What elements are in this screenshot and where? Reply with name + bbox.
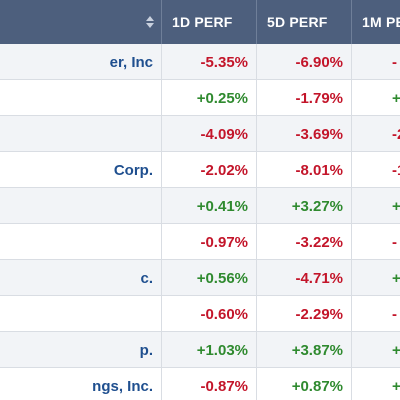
- company-name-link[interactable]: ngs, Inc.: [0, 368, 162, 400]
- perf-1m-cell: +1: [392, 341, 400, 359]
- company-name-text: Corp.: [113, 161, 153, 179]
- perf-5d-cell: -3.69%: [257, 116, 352, 152]
- table-row[interactable]: -0.60% -2.29% -: [0, 296, 400, 332]
- perf-1m-cell: +1: [392, 197, 400, 215]
- perf-1d-cell: -2.02%: [162, 152, 257, 188]
- perf-1m-cell: -2: [392, 125, 400, 143]
- header-1d-label: 1D PERF: [172, 14, 233, 30]
- perf-5d-cell: +0.87%: [257, 368, 352, 400]
- perf-1d-cell: +0.56%: [162, 260, 257, 296]
- company-name-link[interactable]: er, Inc: [0, 44, 162, 80]
- perf-5d-cell: -3.22%: [257, 224, 352, 260]
- header-1m-perf[interactable]: 1M PERF: [352, 0, 400, 44]
- company-name-link: [0, 224, 162, 260]
- perf-5d-cell: -6.90%: [257, 44, 352, 80]
- header-1m-label: 1M PERF: [362, 14, 400, 30]
- company-name-link: [0, 296, 162, 332]
- perf-5d-cell: -2.29%: [257, 296, 352, 332]
- header-5d-label: 5D PERF: [267, 14, 328, 30]
- company-name-link: [0, 80, 162, 116]
- company-name-text: c.: [140, 269, 153, 287]
- table-row[interactable]: p. +1.03%+3.87% +1: [0, 332, 400, 368]
- perf-1m-cell: -: [392, 53, 397, 71]
- perf-1d-cell: -0.97%: [162, 224, 257, 260]
- table-header: 1D PERF 5D PERF 1M PERF: [0, 0, 400, 44]
- perf-1d-cell: +0.25%: [162, 80, 257, 116]
- table-row[interactable]: Corp. -2.02%-8.01% -1: [0, 152, 400, 188]
- perf-1d-cell: +1.03%: [162, 332, 257, 368]
- perf-5d-cell: +3.27%: [257, 188, 352, 224]
- perf-1m-cell: -1: [392, 161, 400, 179]
- header-5d-perf[interactable]: 5D PERF: [257, 0, 352, 44]
- perf-1m-cell: +0: [392, 269, 400, 287]
- perf-1d-cell: -0.60%: [162, 296, 257, 332]
- perf-1d-cell: -4.09%: [162, 116, 257, 152]
- company-name-link[interactable]: p.: [0, 332, 162, 368]
- perf-5d-cell: +3.87%: [257, 332, 352, 368]
- company-name-link: [0, 116, 162, 152]
- company-name-link[interactable]: c.: [0, 260, 162, 296]
- company-name-text: ngs, Inc.: [92, 377, 153, 395]
- company-name-link: [0, 188, 162, 224]
- perf-5d-cell: -1.79%: [257, 80, 352, 116]
- table-row[interactable]: -4.09%-3.69% -2: [0, 116, 400, 152]
- perf-5d-cell: -8.01%: [257, 152, 352, 188]
- perf-5d-cell: -4.71%: [257, 260, 352, 296]
- perf-1d-cell: -5.35%: [162, 44, 257, 80]
- company-name-text: p.: [139, 341, 153, 359]
- perf-1d-cell: +0.41%: [162, 188, 257, 224]
- table-row[interactable]: c. +0.56%-4.71% +0: [0, 260, 400, 296]
- perf-1m-cell: +1: [392, 377, 400, 395]
- perf-1d-cell: -0.87%: [162, 368, 257, 400]
- table-row[interactable]: er, Inc -5.35% -6.90% -: [0, 44, 400, 80]
- perf-1m-cell: -: [392, 233, 397, 251]
- perf-1m-cell: -: [392, 305, 397, 323]
- header-1d-perf[interactable]: 1D PERF: [162, 0, 257, 44]
- company-name-text: er, Inc: [109, 53, 153, 71]
- header-name-column[interactable]: [0, 0, 162, 44]
- perf-1m-cell: +1: [392, 89, 400, 107]
- table-row[interactable]: +0.41%+3.27% +1: [0, 188, 400, 224]
- table-row[interactable]: ngs, Inc. -0.87%+0.87% +1: [0, 368, 400, 400]
- company-name-link[interactable]: Corp.: [0, 152, 162, 188]
- sort-arrows-icon[interactable]: [145, 15, 155, 29]
- table-row[interactable]: -0.97% -3.22% -: [0, 224, 400, 260]
- table-row[interactable]: +0.25%-1.79% +1: [0, 80, 400, 116]
